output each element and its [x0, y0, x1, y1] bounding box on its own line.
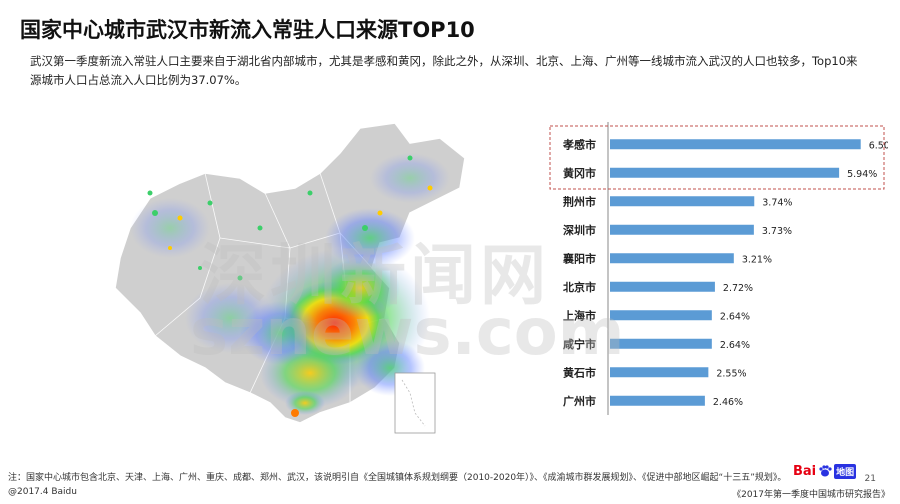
category-label: 上海市	[563, 308, 596, 322]
bar-value-label: 3.74%	[762, 197, 792, 208]
highlight-box	[549, 125, 885, 190]
report-title: 《2017年第一季度中国城市研究报告》	[732, 490, 890, 500]
category-label: 广州市	[563, 394, 596, 408]
bar-value-label: 3.21%	[742, 254, 772, 265]
bar	[610, 395, 705, 406]
category-label: 咸宁市	[563, 337, 596, 351]
bar	[610, 253, 734, 264]
city-dots	[147, 155, 433, 417]
bar-value-label: 2.64%	[720, 340, 750, 351]
copyright: @2017.4 Baidu	[8, 487, 77, 497]
baidu-map-logo: Bai 地图	[793, 462, 857, 480]
bar-value-label: 5.94%	[847, 169, 877, 180]
category-label: 北京市	[563, 280, 596, 294]
china-heat-map	[114, 122, 466, 434]
south-sea-inset	[394, 372, 436, 434]
bar	[610, 281, 715, 292]
page-title: 国家中心城市武汉市新流入常驻人口来源TOP10	[20, 18, 475, 42]
bar	[610, 310, 712, 321]
bar-value-label: 2.46%	[713, 397, 743, 408]
bar-chart: 孝感市 6.50% 黄冈市 5.94% 荆州市 3.74% 深圳市 3.73% 襄阳市 3.21%…	[549, 122, 888, 415]
category-label: 黄冈市	[563, 166, 596, 180]
bar	[610, 338, 712, 349]
bar-value-label: 2.55%	[716, 368, 746, 379]
bar-value-label: 3.73%	[762, 226, 792, 237]
bar	[610, 139, 861, 150]
paw-icon	[819, 465, 832, 477]
footnote: 注：国家中心城市包含北京、天津、上海、广州、重庆、成都、郑州、武汉，该说明引自《…	[8, 473, 787, 483]
bar	[610, 167, 840, 178]
bar	[610, 196, 755, 207]
page-number: 21	[864, 474, 876, 484]
bar	[610, 224, 754, 235]
bar-value-label: 6.50%	[869, 140, 888, 151]
logo-text: Bai	[793, 463, 817, 479]
category-label: 荆州市	[563, 194, 596, 208]
bar-value-label: 2.64%	[720, 311, 750, 322]
category-label: 深圳市	[563, 223, 596, 237]
category-label: 黄石市	[563, 365, 596, 379]
category-label: 襄阳市	[562, 251, 596, 265]
description-text: 武汉第一季度新流入常驻人口主要来自于湖北省内部城市，尤其是孝感和黄冈，除此之外，…	[30, 54, 858, 87]
bar	[610, 367, 709, 378]
category-label: 孝感市	[562, 137, 596, 151]
bar-value-label: 2.72%	[723, 283, 753, 294]
logo-sub: 地图	[834, 463, 857, 479]
